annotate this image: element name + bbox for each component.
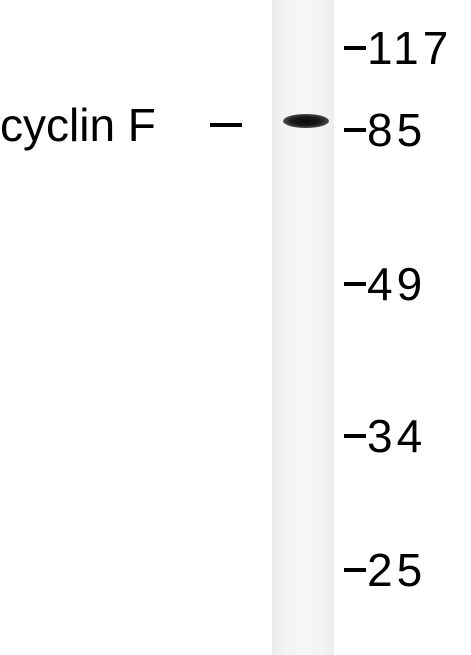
marker-tick	[344, 46, 366, 50]
marker-tick	[344, 568, 366, 572]
marker-label: 34	[367, 410, 427, 462]
protein-band	[283, 114, 329, 128]
gel-lane	[272, 0, 334, 655]
marker-tick	[344, 434, 366, 438]
marker-label: 85	[367, 104, 427, 156]
protein-label-dash	[210, 123, 242, 127]
marker-tick	[344, 128, 366, 132]
marker-label: 49	[367, 258, 427, 310]
marker-label: 117	[367, 22, 453, 74]
marker-tick	[344, 282, 366, 286]
protein-label: cyclin F	[0, 99, 156, 151]
marker-label: 25	[367, 544, 427, 596]
